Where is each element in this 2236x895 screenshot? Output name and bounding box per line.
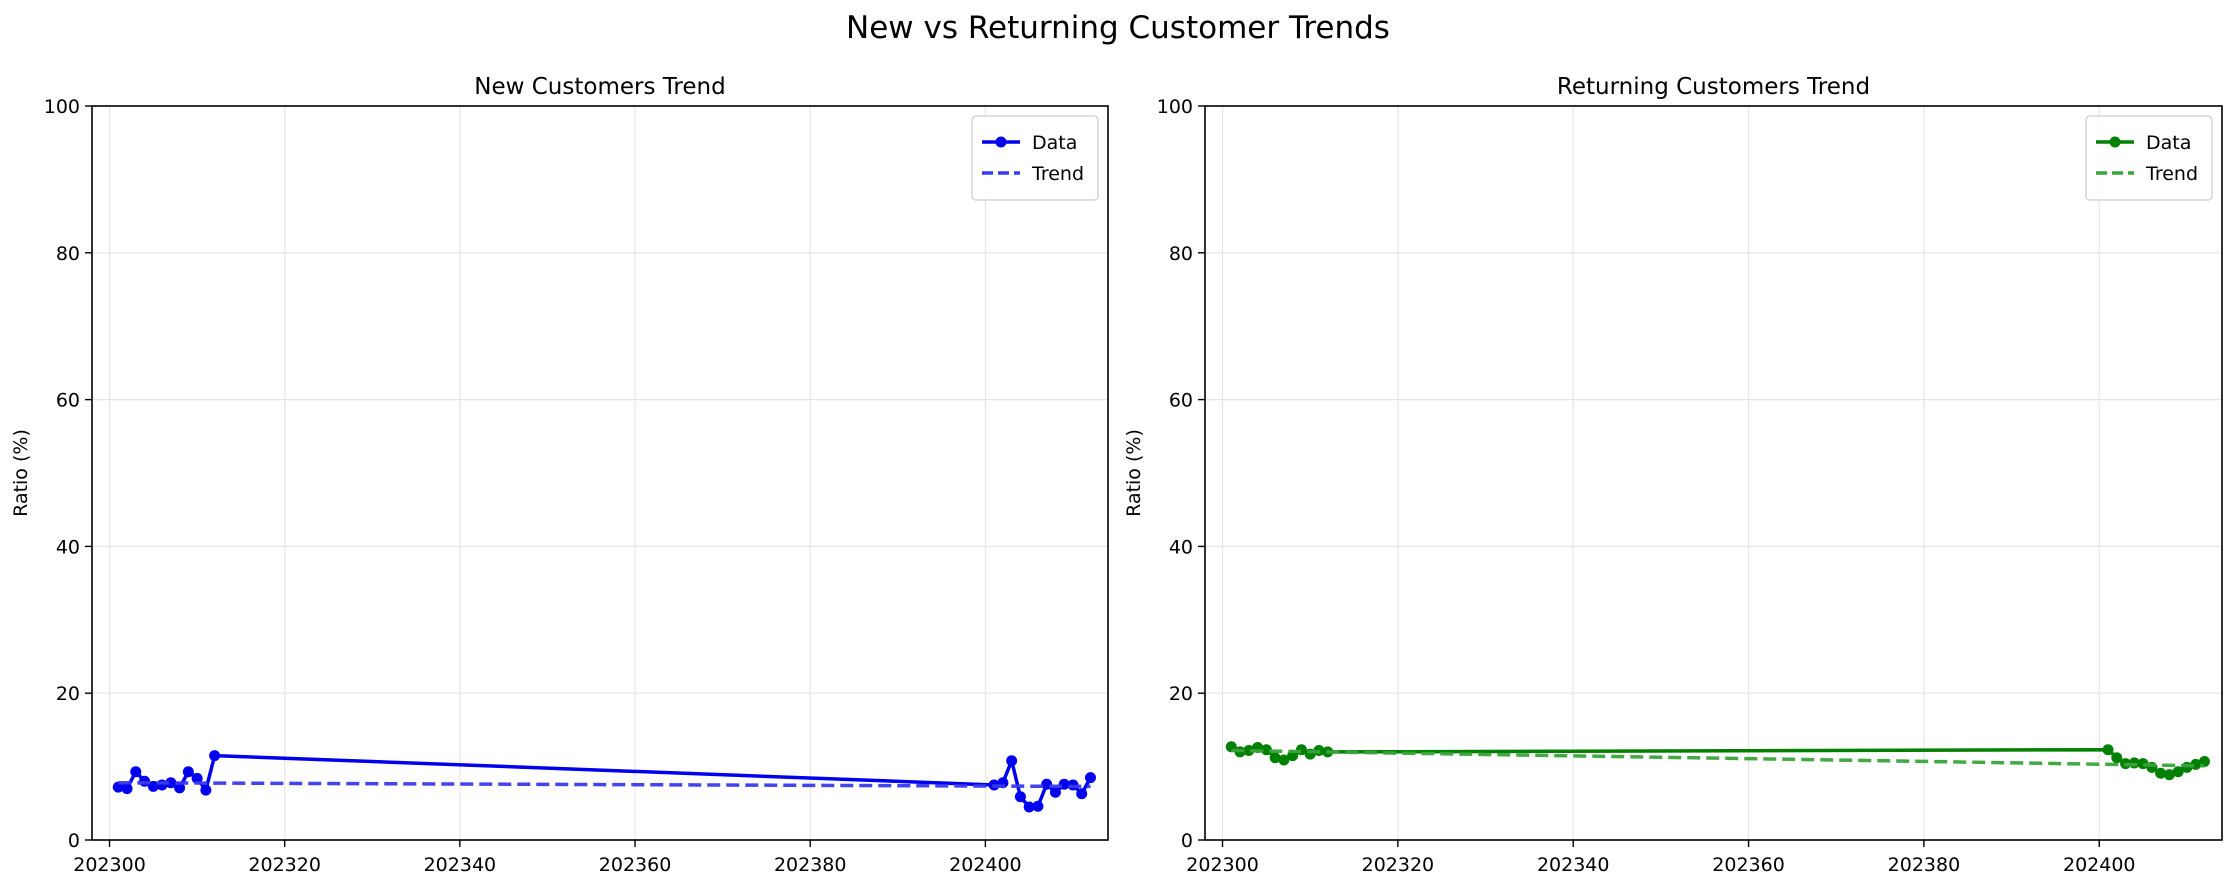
data-point: [1006, 755, 1018, 767]
y-axis-label: Ratio (%): [1123, 429, 1145, 517]
series-line-data: [1230, 745, 2206, 777]
y-tick-label: 40: [56, 536, 80, 558]
data-point: [209, 750, 221, 762]
data-point: [200, 784, 212, 796]
data-point: [2111, 752, 2123, 764]
data-point: [130, 766, 142, 778]
data-point: [1278, 754, 1290, 766]
legend-box: [971, 115, 1099, 201]
y-tick-label: 0: [1181, 830, 1193, 852]
data-point: [147, 780, 159, 792]
data-point: [2102, 744, 2114, 756]
x-tick-label: 202340: [1537, 854, 1610, 876]
data-point: [1023, 801, 1035, 813]
panel-2: 202300 202320 202340 202360 202380 202400 0 20 4…: [1123, 74, 2223, 876]
x-tick-label: 202320: [1362, 854, 1435, 876]
x-tick-label: 202320: [248, 854, 321, 876]
data-point: [165, 777, 177, 789]
data-point: [191, 772, 203, 784]
y-tick-label: 60: [1169, 390, 1193, 412]
data-point: [2163, 769, 2175, 781]
axes-frame: [91, 105, 1109, 841]
data-point: [182, 766, 194, 778]
panel-1: 202300 202320 202340 202360 202380 202400 0 20 4…: [10, 74, 1109, 876]
legend-label: Data: [2146, 132, 2191, 154]
y-tick-label: 100: [1157, 96, 1193, 118]
legend-label: Trend: [1031, 163, 1084, 185]
data-point: [2155, 767, 2167, 779]
legend: Data Trend: [971, 115, 1099, 201]
data-point: [1243, 744, 1255, 756]
x-tick-label: 202360: [599, 854, 672, 876]
x-tick-label: 202400: [949, 854, 1022, 876]
y-tick-label: 20: [1169, 683, 1193, 705]
y-tick-label: 20: [56, 683, 80, 705]
data-point: [1032, 800, 1044, 812]
x-tick-label: 202380: [1888, 854, 1961, 876]
x-tick-label: 202360: [1712, 854, 1785, 876]
data-point: [1041, 778, 1053, 790]
y-tick-label: 80: [56, 243, 80, 265]
series-line-data: [117, 753, 1093, 809]
data-point: [1049, 786, 1061, 798]
y-tick-label: 100: [44, 96, 80, 118]
series-line-trend: [1231, 748, 2205, 768]
data-point: [1269, 752, 1281, 764]
data-point: [1014, 791, 1026, 803]
axes-frame: [1204, 105, 2223, 841]
data-point: [1076, 788, 1088, 800]
x-tick-label: 202300: [1186, 854, 1259, 876]
data-point: [2172, 766, 2184, 778]
y-tick-label: 80: [1169, 243, 1193, 265]
y-axis-label: Ratio (%): [10, 429, 32, 517]
x-tick-label: 202380: [774, 854, 847, 876]
data-point: [174, 782, 186, 794]
legend-marker: [2109, 136, 2121, 148]
y-tick-label: 60: [56, 390, 80, 412]
data-point: [1084, 772, 1096, 784]
chart-title: New Customers Trend: [474, 74, 725, 100]
data-point: [1260, 744, 1272, 756]
x-tick-label: 202400: [2063, 854, 2136, 876]
legend-marker: [995, 136, 1007, 148]
y-tick-label: 40: [1169, 536, 1193, 558]
x-tick-label: 202300: [73, 854, 146, 876]
y-tick-label: 0: [68, 830, 80, 852]
data-point: [121, 783, 133, 795]
legend-box: [2085, 115, 2213, 201]
legend-label: Trend: [2145, 163, 2198, 185]
chart-title: Returning Customers Trend: [1557, 74, 1870, 100]
legend: Data Trend: [2085, 115, 2213, 201]
series-line-trend: [118, 780, 1091, 789]
legend-label: Data: [1032, 132, 1077, 154]
x-tick-label: 202340: [424, 854, 497, 876]
figure-title: New vs Returning Customer Trends: [846, 10, 1390, 46]
